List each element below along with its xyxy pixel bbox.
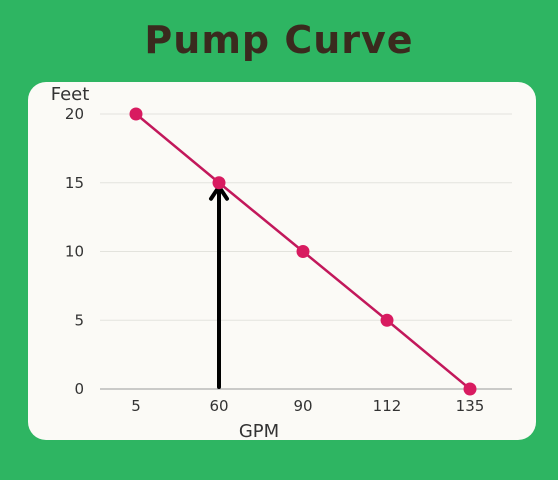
y-tick-label: 10 bbox=[65, 243, 84, 261]
data-point bbox=[380, 313, 394, 327]
data-point bbox=[212, 176, 226, 190]
y-tick-label: 15 bbox=[65, 174, 84, 192]
chart-title: Pump Curve bbox=[144, 18, 414, 62]
chart-card bbox=[28, 82, 536, 440]
data-point bbox=[296, 245, 310, 258]
x-tick-label: 112 bbox=[373, 397, 402, 415]
y-axis-title: Feet bbox=[51, 84, 90, 105]
x-tick-label: 90 bbox=[293, 397, 312, 415]
y-tick-label: 5 bbox=[74, 311, 84, 329]
data-point bbox=[463, 382, 477, 396]
x-axis-title: GPM bbox=[239, 421, 279, 442]
x-tick-label: 135 bbox=[456, 397, 485, 415]
y-tick-label: 20 bbox=[65, 105, 84, 123]
data-point bbox=[129, 107, 143, 121]
y-tick-label: 0 bbox=[74, 380, 84, 398]
x-tick-label: 60 bbox=[209, 397, 228, 415]
x-tick-label: 5 bbox=[131, 397, 141, 415]
